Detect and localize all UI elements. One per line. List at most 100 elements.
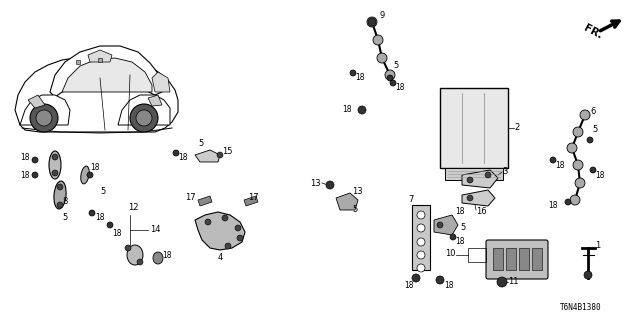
Circle shape: [450, 234, 456, 240]
Circle shape: [580, 110, 590, 120]
Circle shape: [417, 251, 425, 259]
Text: 5: 5: [592, 125, 597, 134]
Polygon shape: [434, 215, 458, 235]
Ellipse shape: [127, 245, 143, 265]
Polygon shape: [462, 190, 495, 206]
Polygon shape: [244, 196, 258, 206]
Text: 5: 5: [393, 60, 398, 69]
Ellipse shape: [153, 252, 163, 264]
Text: 18: 18: [90, 163, 99, 172]
Polygon shape: [195, 212, 245, 250]
Circle shape: [107, 222, 113, 228]
Circle shape: [467, 177, 473, 183]
Text: 4: 4: [218, 253, 223, 262]
Bar: [445, 168, 503, 180]
Circle shape: [570, 195, 580, 205]
Text: 5: 5: [460, 223, 465, 233]
Circle shape: [32, 157, 38, 163]
Text: 14: 14: [150, 226, 161, 235]
Text: 5: 5: [352, 205, 357, 214]
Circle shape: [485, 172, 491, 178]
Circle shape: [57, 202, 63, 208]
Circle shape: [89, 210, 95, 216]
Circle shape: [550, 157, 556, 163]
Text: 8: 8: [62, 197, 67, 206]
Ellipse shape: [54, 181, 66, 209]
Circle shape: [350, 70, 356, 76]
Text: 16: 16: [476, 207, 486, 217]
Polygon shape: [198, 196, 212, 206]
Polygon shape: [195, 150, 220, 162]
Circle shape: [417, 211, 425, 219]
Circle shape: [467, 195, 473, 201]
Text: 13: 13: [352, 187, 363, 196]
Circle shape: [237, 235, 243, 241]
Text: FR.: FR.: [582, 23, 604, 41]
Text: 7: 7: [408, 196, 413, 204]
Text: 18: 18: [595, 171, 605, 180]
Circle shape: [497, 277, 507, 287]
Circle shape: [125, 245, 131, 251]
Text: 18: 18: [20, 154, 29, 163]
Circle shape: [417, 264, 425, 272]
Text: 17: 17: [248, 193, 259, 202]
Circle shape: [225, 243, 231, 249]
Circle shape: [52, 170, 58, 176]
Text: 5: 5: [62, 213, 67, 222]
Circle shape: [573, 127, 583, 137]
Text: 2: 2: [514, 124, 519, 132]
Text: 18: 18: [112, 228, 122, 237]
Polygon shape: [148, 95, 162, 106]
Circle shape: [217, 152, 223, 158]
Circle shape: [385, 70, 395, 80]
Text: 6: 6: [590, 108, 595, 116]
Bar: [412, 205, 430, 270]
Polygon shape: [462, 170, 498, 188]
Circle shape: [436, 276, 444, 284]
Text: 13: 13: [310, 179, 321, 188]
Bar: [532, 248, 542, 270]
Bar: [76, 60, 80, 64]
Circle shape: [387, 75, 393, 81]
Text: 15: 15: [222, 148, 232, 156]
Polygon shape: [152, 72, 170, 92]
Bar: [506, 248, 516, 270]
Text: 9: 9: [380, 11, 385, 20]
Circle shape: [52, 154, 58, 160]
Circle shape: [417, 238, 425, 246]
Text: 17: 17: [185, 193, 196, 202]
Circle shape: [235, 225, 241, 231]
Text: 5: 5: [100, 188, 105, 196]
Text: 3: 3: [502, 167, 508, 177]
Text: 18: 18: [555, 161, 564, 170]
Polygon shape: [336, 193, 358, 210]
Polygon shape: [28, 95, 45, 108]
Circle shape: [567, 143, 577, 153]
Text: 18: 18: [404, 281, 413, 290]
Text: 18: 18: [455, 207, 465, 217]
Text: 18: 18: [444, 281, 454, 290]
Bar: [493, 248, 503, 270]
Text: 18: 18: [455, 237, 465, 246]
Circle shape: [573, 160, 583, 170]
Text: T6N4B1380: T6N4B1380: [560, 303, 602, 312]
Circle shape: [584, 271, 592, 279]
Ellipse shape: [49, 151, 61, 179]
Bar: [468, 248, 486, 262]
Bar: [98, 58, 102, 62]
Text: 12: 12: [128, 204, 138, 212]
Circle shape: [36, 110, 52, 126]
FancyBboxPatch shape: [486, 240, 548, 279]
Polygon shape: [62, 58, 152, 92]
Text: 5: 5: [198, 140, 204, 148]
Text: 10: 10: [445, 249, 456, 258]
Circle shape: [412, 274, 420, 282]
Text: 1: 1: [595, 241, 600, 250]
Ellipse shape: [81, 166, 89, 184]
Circle shape: [32, 172, 38, 178]
Text: 18: 18: [178, 154, 188, 163]
Polygon shape: [118, 95, 170, 125]
Polygon shape: [15, 57, 178, 132]
FancyBboxPatch shape: [440, 88, 508, 168]
Circle shape: [57, 184, 63, 190]
